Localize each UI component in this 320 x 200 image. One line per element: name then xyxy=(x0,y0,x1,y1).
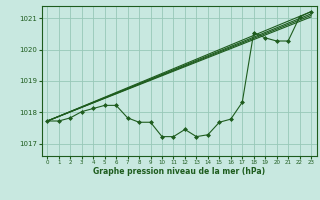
X-axis label: Graphe pression niveau de la mer (hPa): Graphe pression niveau de la mer (hPa) xyxy=(93,167,265,176)
